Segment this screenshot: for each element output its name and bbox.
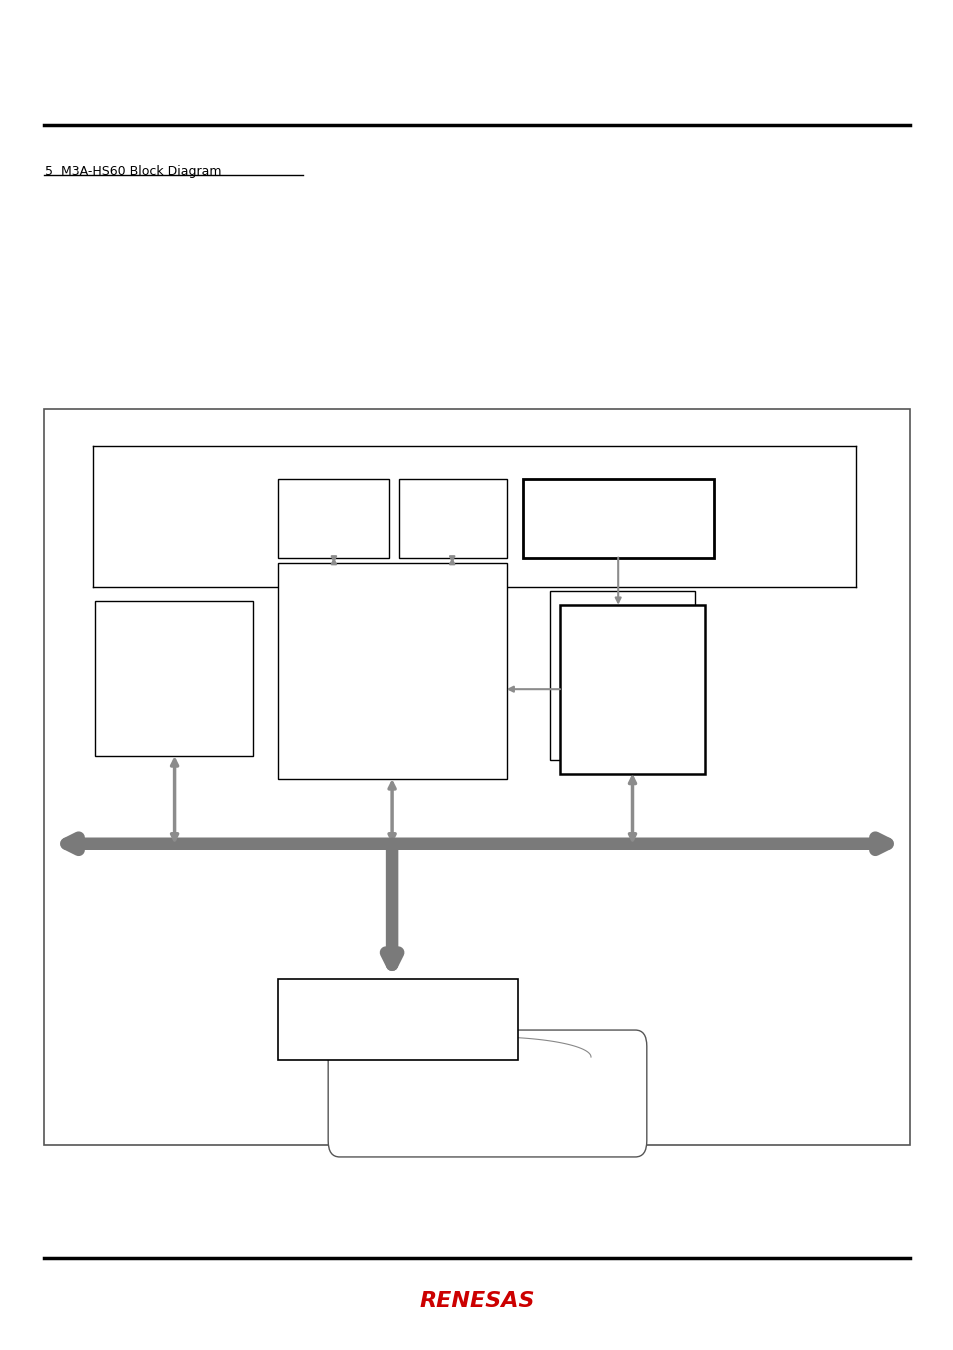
Bar: [277, 479, 389, 558]
Bar: [277, 563, 506, 779]
Text: 5  M3A-HS60 Block Diagram: 5 M3A-HS60 Block Diagram: [45, 165, 221, 178]
Bar: [550, 591, 695, 760]
Bar: [277, 979, 517, 1060]
Bar: [44, 409, 909, 1145]
Bar: [95, 601, 253, 756]
FancyBboxPatch shape: [328, 1030, 646, 1157]
Bar: [398, 479, 506, 558]
Bar: [522, 479, 713, 558]
Bar: [559, 605, 704, 774]
Text: RENESAS: RENESAS: [418, 1292, 535, 1311]
